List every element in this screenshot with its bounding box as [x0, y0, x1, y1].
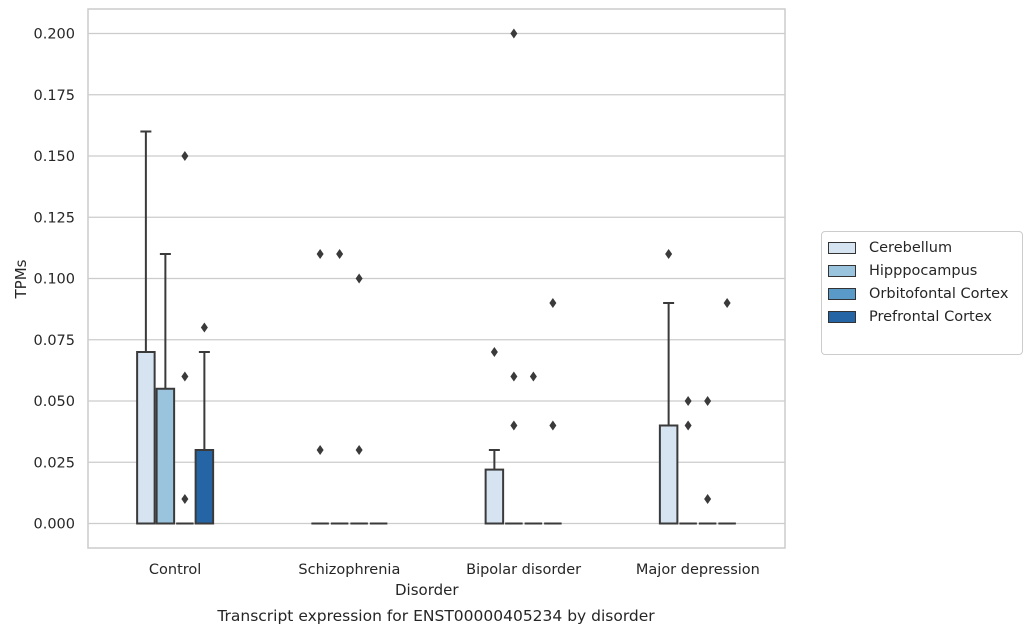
x-tick-label: Major depression — [636, 562, 760, 578]
box-1-1 — [330, 249, 349, 525]
box-body — [155, 387, 176, 525]
outlier-point — [510, 420, 518, 431]
outlier-point — [316, 445, 324, 455]
outlier-point — [200, 322, 208, 333]
box-2-1 — [350, 273, 368, 525]
y-tick-label: 0.050 — [33, 394, 75, 410]
outlier-point — [316, 249, 324, 259]
box-body — [194, 449, 215, 525]
legend-item-cerebellum: Cerebellum — [828, 236, 1022, 259]
box-2-3 — [698, 396, 717, 525]
box-series-layer — [136, 28, 736, 525]
box-1-3 — [679, 396, 697, 525]
legend-swatch — [828, 310, 856, 323]
outlier-point — [549, 298, 557, 308]
y-tick-label: 0.125 — [33, 210, 75, 226]
x-tick-label: Schizophrenia — [298, 562, 400, 578]
y-tick-label: 0.025 — [33, 455, 75, 471]
box-0-2 — [484, 347, 505, 525]
outlier-point — [181, 371, 189, 382]
axis-ticks: 0.000 0.025 0.050 0.075 0.100 0.125 0.150 0.175… — [33, 27, 759, 579]
legend-swatch — [828, 264, 856, 277]
legend-swatch — [828, 287, 856, 300]
y-tick-label: 0.100 — [33, 272, 75, 288]
box-0-0 — [136, 130, 156, 525]
y-axis-label: TPMs — [12, 259, 30, 299]
box-1-2 — [505, 28, 523, 525]
y-tick-label: 0.150 — [33, 149, 75, 165]
outlier-point — [704, 396, 712, 406]
box-3-0 — [194, 322, 215, 525]
chart-caption: Transcript expression for ENST0000040523… — [217, 607, 655, 625]
chart-legend: Cerebellum Hipppocampus Orbitofontal Cor… — [821, 231, 1023, 355]
box-body — [484, 468, 505, 525]
legend-swatch — [828, 241, 856, 254]
legend-item-prefrontal-cortex: Prefrontal Cortex — [828, 305, 1022, 328]
box-2-0 — [176, 151, 194, 525]
box-3-3 — [718, 298, 736, 525]
outlier-point — [355, 445, 363, 455]
y-tick-label: 0.200 — [33, 27, 75, 43]
x-tick-label: Bipolar disorder — [466, 562, 581, 578]
box-0-3 — [658, 249, 679, 525]
y-tick-label: 0.000 — [33, 517, 75, 533]
outlier-point — [529, 371, 537, 382]
legend-label: Orbitofontal Cortex — [869, 285, 1009, 302]
legend-item-hippocampus: Hipppocampus — [828, 259, 1022, 282]
outlier-point — [355, 273, 363, 284]
y-tick-label: 0.175 — [33, 88, 75, 104]
gridlines — [88, 32, 785, 525]
box-2-2 — [524, 371, 543, 525]
outlier-point — [336, 249, 344, 259]
x-axis-label: Disorder — [395, 581, 459, 599]
outlier-point — [181, 151, 189, 161]
legend-item-orbitofrontal-cortex: Orbitofontal Cortex — [828, 282, 1022, 305]
y-tick-label: 0.075 — [33, 333, 75, 349]
outlier-point — [704, 494, 712, 504]
outlier-point — [684, 396, 692, 406]
plot-frame — [87, 8, 786, 549]
legend-label: Cerebellum — [869, 239, 953, 256]
outlier-point — [490, 347, 498, 357]
legend-label: Hipppocampus — [869, 262, 978, 279]
box-body — [658, 424, 679, 525]
outlier-point — [510, 371, 518, 382]
outlier-point — [510, 28, 518, 39]
legend-label: Prefrontal Cortex — [869, 308, 992, 325]
outlier-point — [723, 298, 731, 308]
outlier-point — [684, 420, 692, 431]
outlier-point — [665, 249, 673, 259]
outlier-point — [549, 420, 557, 431]
outlier-point — [181, 494, 189, 504]
box-3-2 — [544, 298, 562, 525]
x-tick-label: Control — [149, 562, 201, 578]
box-0-1 — [311, 249, 329, 525]
box-1-0 — [155, 253, 176, 525]
box-body — [136, 351, 156, 525]
